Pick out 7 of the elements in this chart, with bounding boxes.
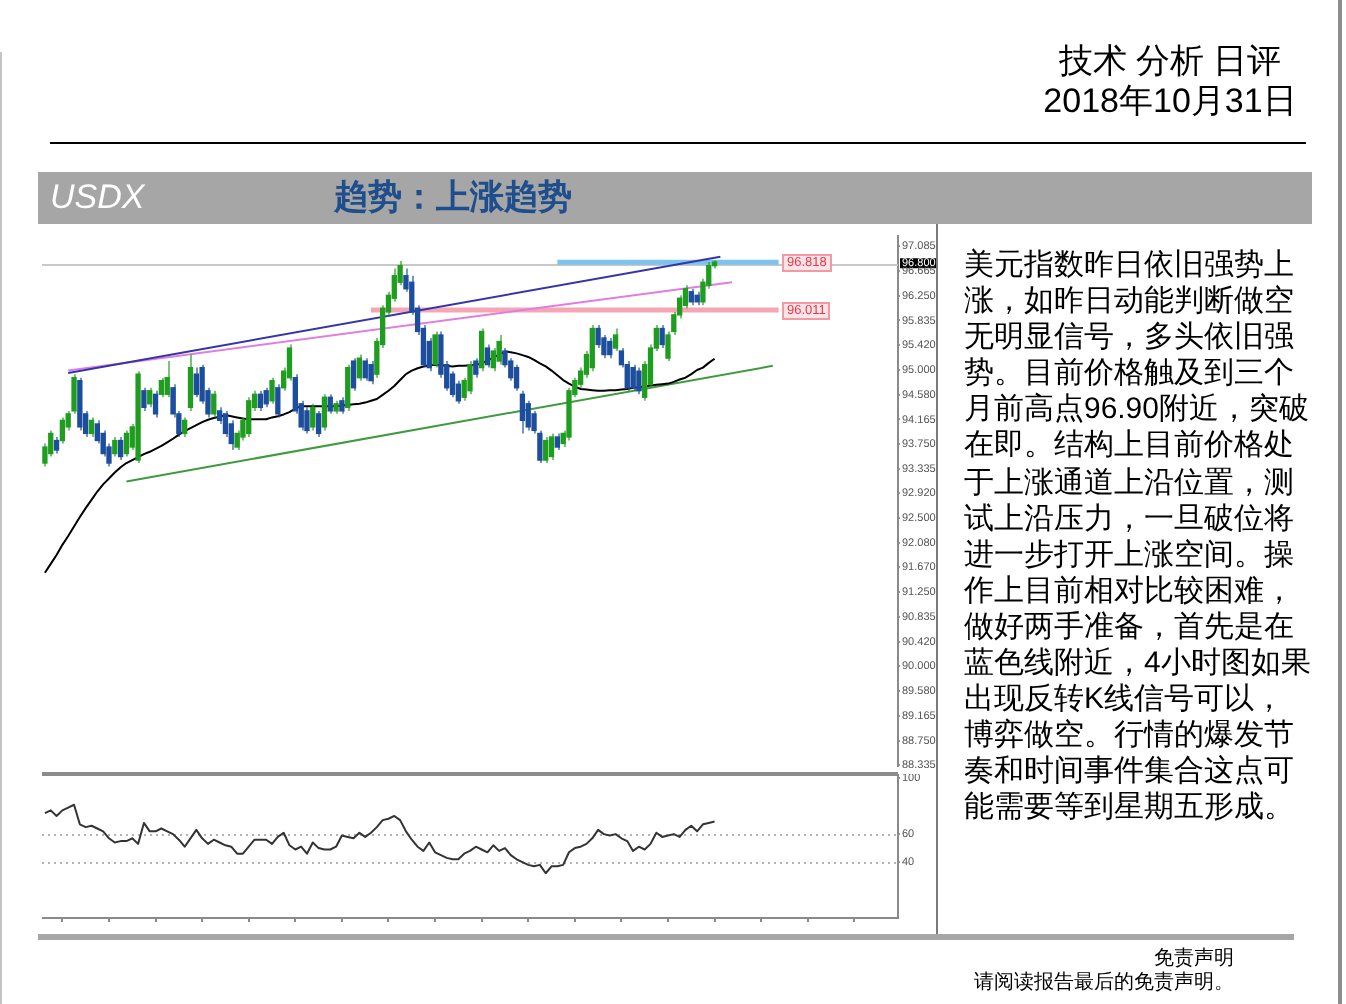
text: 2018年10月31日 (1041, 82, 1299, 122)
text: 美元指数昨日依旧强势上涨，如昨日动能判断做空无明显信号，多头依旧强势。目前价格触及到三个月前高点96.90附近，突破在即。结构上目前价格处于上涨通道上沿位置，测试上沿压力，一旦破位将进一步打开上涨空间。操作上目前相对比较困难，做好两手准备，首先是在蓝色线附近，4小时图如果出现反转K线信号可以，博弈做空。行情的爆发节奏和时间事件集合这点可能需要等到星期五形成。 (964, 248, 1311, 825)
text: 请阅读报告最后的免责声明。 (974, 972, 1234, 996)
text: 技术 分析 日评 (1056, 42, 1284, 82)
chart-title: USDX (50, 178, 145, 218)
chart-subtitle: 趋势：上涨趋势 (334, 178, 572, 218)
text: 免责声明 (1154, 948, 1234, 971)
